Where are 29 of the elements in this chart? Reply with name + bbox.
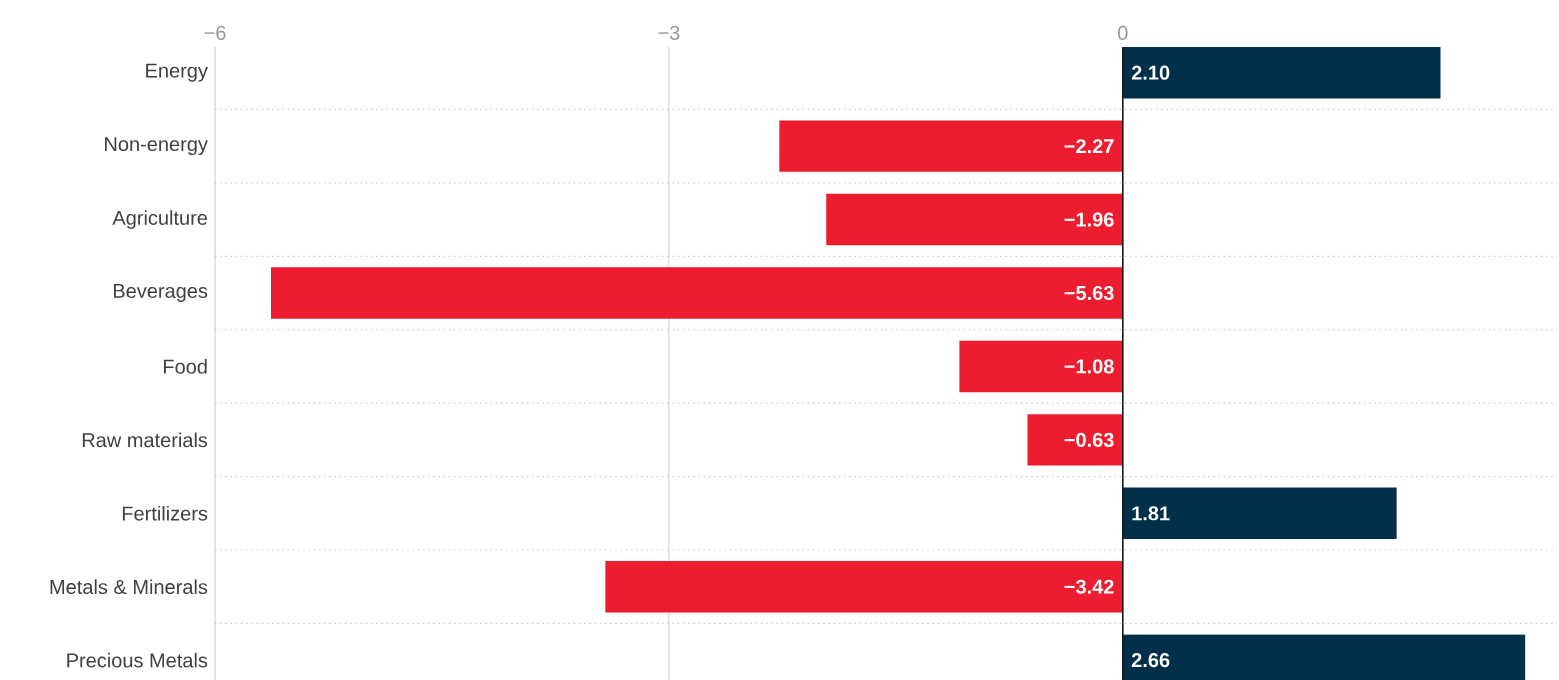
y-tick-label: Metals & Minerals <box>50 579 208 595</box>
y-tick-label: Raw materials <box>82 432 208 448</box>
y-tick-label: Beverages <box>113 284 208 302</box>
x-tick-label: −6 <box>204 25 226 40</box>
data-label: 1.81 <box>1132 506 1170 521</box>
data-label: −2.27 <box>1064 139 1114 154</box>
y-tick-label: Fertilizers <box>122 505 208 521</box>
y-tick-label: Agriculture <box>112 210 208 229</box>
y-tick-label: Food <box>163 359 207 374</box>
bar <box>605 561 1123 613</box>
bar <box>1122 46 1441 99</box>
data-label: 2.10 <box>1131 65 1170 80</box>
bar <box>270 267 1123 319</box>
bar <box>959 340 1123 393</box>
x-tick-label: −3 <box>658 25 680 40</box>
y-tick-label: Precious Metals <box>67 652 208 668</box>
data-label: −5.63 <box>1064 285 1114 301</box>
data-label: −1.08 <box>1064 359 1114 374</box>
bar <box>1122 487 1397 539</box>
data-label: −1.96 <box>1064 212 1114 227</box>
data-label: −0.63 <box>1064 432 1114 447</box>
bar <box>779 120 1123 172</box>
y-tick-label: Energy <box>146 63 208 82</box>
x-tick-label: 0 <box>1118 25 1128 40</box>
y-tick-label: Non-energy <box>105 137 208 156</box>
bar <box>1027 414 1123 466</box>
data-label: −3.42 <box>1064 579 1114 594</box>
bar <box>826 193 1123 246</box>
data-label: 2.66 <box>1131 653 1170 668</box>
